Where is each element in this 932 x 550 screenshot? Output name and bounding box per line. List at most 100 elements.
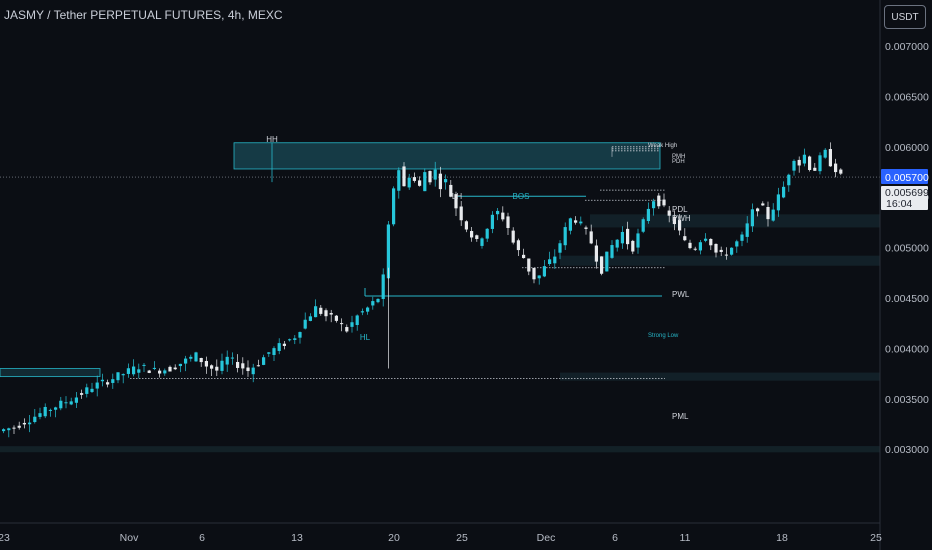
candle-body (516, 240, 520, 251)
candle-body (542, 266, 546, 277)
candle-body (464, 221, 468, 230)
pwl-label: PWL (672, 290, 690, 299)
candle-body (802, 154, 806, 164)
candle-body (568, 218, 572, 231)
candle-body (345, 327, 349, 332)
candle-body (277, 343, 281, 351)
candle-body (797, 159, 801, 166)
candle-body (90, 388, 94, 392)
candle-body (646, 208, 650, 221)
candle-body (553, 256, 557, 264)
candle-body (454, 194, 458, 209)
candle-body (615, 239, 619, 248)
candle-body (100, 379, 104, 382)
y-tick-label: 0.003000 (885, 444, 929, 456)
candle-body (490, 214, 494, 229)
candle-body (704, 238, 708, 241)
x-tick-label: 25 (456, 532, 468, 544)
candle-body (147, 370, 151, 373)
faint-zone-band (560, 255, 880, 266)
candle-body (610, 245, 614, 258)
candle-body (194, 352, 198, 362)
x-tick-label: Nov (120, 532, 139, 544)
candle-body (412, 177, 416, 181)
candle-body (657, 195, 661, 207)
candle-body (818, 155, 822, 172)
candle-body (496, 210, 500, 215)
candle-body (59, 400, 63, 409)
usdt-currency-button[interactable]: USDT (884, 5, 926, 29)
y-tick-label: 0.004000 (885, 343, 929, 355)
candle-body (714, 243, 718, 253)
left-zone-box (0, 368, 101, 378)
candle-body (485, 228, 489, 239)
candle-body (626, 228, 630, 245)
candle-body (792, 160, 796, 171)
candle-body (12, 427, 16, 429)
candle-body (813, 167, 817, 171)
prev-price-text: 0.005699 (885, 187, 929, 199)
candle-body (392, 188, 396, 225)
candle-body (672, 216, 676, 225)
candle-body (298, 332, 302, 338)
candle-body (246, 367, 250, 372)
candle-body (574, 220, 578, 223)
candle-body (589, 231, 593, 244)
candle-body (506, 216, 510, 228)
candle-body (288, 339, 292, 341)
candle-body (756, 208, 760, 212)
x-tick-label: 20 (388, 532, 400, 544)
candle-body (418, 180, 422, 186)
candle-body (215, 366, 219, 371)
candle-body (220, 360, 224, 371)
candle-body (184, 358, 188, 364)
y-tick-label: 0.006500 (885, 91, 929, 103)
x-tick-label: 25 (870, 532, 882, 544)
candle-body (558, 243, 562, 253)
candle-body (740, 234, 744, 241)
y-tick-label: 0.005000 (885, 243, 929, 255)
candle-body (386, 224, 390, 279)
countdown-text: 16:04 (886, 198, 912, 210)
candle-body (2, 429, 6, 432)
candle-body (407, 177, 411, 188)
x-tick-label: 6 (199, 532, 205, 544)
y-tick-label: 0.004500 (885, 293, 929, 305)
candle-body (709, 238, 713, 246)
x-tick-label: 6 (612, 532, 618, 544)
candle-body (600, 256, 604, 274)
candle-body (766, 206, 770, 220)
candle-body (839, 169, 843, 174)
candle-body (173, 367, 177, 370)
faint-zone-band (590, 214, 880, 228)
candle-body (548, 259, 552, 265)
candle-body (69, 401, 73, 405)
candle-body (85, 387, 89, 394)
candle-body (782, 186, 786, 198)
pml-label: PML (672, 412, 689, 421)
pdl-label: PDL (672, 205, 688, 214)
candle-body (355, 315, 359, 326)
candle-body (116, 372, 120, 381)
candle-body (459, 206, 463, 221)
candle-body (132, 366, 136, 375)
candle-body (314, 306, 318, 318)
candle-body (636, 233, 640, 248)
candle-body (719, 249, 723, 253)
candle-body (787, 174, 791, 186)
pmh-label: PMH (672, 154, 685, 160)
candle-body (303, 319, 307, 329)
candle-body (350, 322, 354, 327)
candle-body (579, 221, 583, 224)
candle-body (652, 201, 656, 209)
candle-body (511, 230, 515, 243)
candle-body (366, 307, 370, 312)
candle-body (80, 393, 84, 395)
candle-body (594, 245, 598, 262)
x-tick-label: 11 (680, 532, 691, 544)
candle-body (17, 425, 21, 428)
candle-body (262, 357, 266, 365)
candle-body (776, 194, 780, 211)
candle-body (22, 422, 26, 425)
